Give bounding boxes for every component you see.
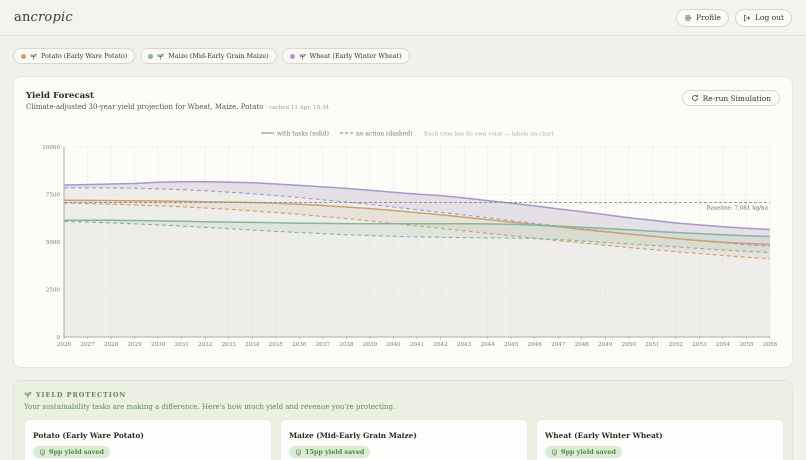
x-tick-label: 2041 (410, 342, 424, 348)
crop-chip-label: Potato (Early Ware Potato) (41, 52, 128, 60)
x-tick-label: 2046 (528, 342, 543, 348)
refresh-icon (691, 95, 698, 101)
legend-solid-label: with tasks (solid) (277, 131, 329, 138)
x-tick-label: 2043 (457, 342, 472, 348)
x-tick-label: 2038 (339, 342, 354, 348)
x-tick-label: 2044 (480, 342, 495, 348)
legend-note: Each crop has its own color — labels on … (424, 132, 555, 138)
forecast-title: Yield Forecast (26, 91, 94, 101)
crop-chip-wheat[interactable]: Wheat (Early Winter Wheat) (281, 48, 410, 64)
color-dot (148, 53, 154, 59)
yield-saved-badge: 15pp yield saved (289, 446, 371, 458)
shield-check-icon (552, 448, 557, 456)
protection-subtitle: Your sustainability tasks are making a d… (24, 403, 396, 411)
color-dot (289, 53, 295, 59)
x-tick-label: 2048 (575, 342, 590, 348)
crop-chip-label: Maize (Mid-Early Grain Maize) (168, 52, 269, 60)
top-bar: ancropic Profile Log out (0, 0, 806, 36)
logout-button[interactable]: Log out (734, 8, 792, 27)
x-tick-label: 2031 (175, 342, 189, 348)
baseline-label: Baseline: 7,081 kg/ha (707, 205, 769, 211)
x-tick-label: 2029 (127, 342, 142, 348)
gear-icon (684, 14, 692, 21)
x-tick-label: 2036 (292, 342, 307, 348)
protection-title: YIELD PROTECTION (24, 391, 126, 399)
x-tick-label: 2049 (598, 342, 613, 348)
crop-chip-maize[interactable]: Maize (Mid-Early Grain Maize) (140, 48, 277, 64)
rerun-simulation-button[interactable]: Re-run Simulation (681, 90, 780, 106)
sprout-icon (30, 53, 37, 60)
x-tick-label: 2034 (245, 342, 260, 348)
x-tick-label: 2051 (645, 342, 659, 348)
protection-card-title: Wheat (Early Winter Wheat) (545, 431, 663, 440)
x-tick-label: 2030 (151, 342, 166, 348)
y-tick-label: 5000 (46, 240, 61, 246)
protection-card-maize[interactable]: Maize (Mid-Early Grain Maize) 15pp yield… (280, 419, 528, 460)
protection-card-title: Maize (Mid-Early Grain Maize) (289, 431, 417, 440)
x-tick-label: 2032 (198, 342, 213, 348)
y-tick-label: 10000 (42, 145, 60, 151)
yield-saved-badge: 9pp yield saved (33, 446, 110, 458)
series-line-potato-dashed (63, 202, 771, 260)
crop-chip-list: Potato (Early Ware Potato) Maize (Mid-Ea… (13, 48, 410, 64)
logout-label: Log out (754, 13, 784, 22)
x-tick-label: 2056 (763, 342, 778, 348)
app-logo[interactable]: ancropic (14, 10, 73, 25)
logout-icon (744, 14, 750, 21)
x-tick-label: 2055 (739, 342, 754, 348)
y-tick-label: 0 (56, 335, 60, 341)
x-tick-label: 2054 (716, 342, 731, 348)
x-tick-label: 2027 (80, 342, 95, 348)
series-line-maize-solid (64, 219, 771, 238)
shield-check-icon (296, 448, 301, 456)
chart-legend: with tasks (solid) no action (dashed) Ea… (261, 131, 555, 138)
plot-area: 0 2500 5000 7500 10000 2026 2027 2028 2029 2030 20… (42, 145, 777, 348)
series-line-potato-solid (63, 199, 771, 246)
sprout-icon (24, 392, 32, 399)
x-tick-label: 2052 (669, 342, 684, 348)
series-line-wheat-solid (63, 180, 771, 231)
x-tick-label: 2037 (316, 342, 331, 348)
yield-protection-section: YIELD PROTECTION Your sustainability tas… (13, 380, 793, 460)
x-tick-label: 2039 (363, 342, 378, 348)
sprout-icon (157, 53, 164, 60)
protection-card-wheat[interactable]: Wheat (Early Winter Wheat) 9pp yield sav… (536, 419, 784, 460)
cached-timestamp: · cached 11 Apr, 10:34 (265, 105, 330, 111)
yield-saved-badge: 9pp yield saved (545, 446, 622, 458)
y-tick-label: 7500 (46, 193, 61, 199)
protection-card-potato[interactable]: Potato (Early Ware Potato) 9pp yield sav… (24, 419, 272, 460)
x-tick-label: 2045 (504, 342, 519, 348)
yield-forecast-card: Yield Forecast Climate-adjusted 30-year … (13, 76, 793, 368)
crop-chip-potato[interactable]: Potato (Early Ware Potato) (13, 48, 136, 64)
forecast-subtitle: Climate-adjusted 30-year yield projectio… (26, 103, 330, 111)
yield-forecast-chart: with tasks (solid) no action (dashed) Ea… (42, 131, 777, 349)
x-tick-label: 2026 (57, 342, 72, 348)
legend-dashed-label: no action (dashed) (356, 131, 412, 138)
x-tick-label: 2028 (104, 342, 119, 348)
x-tick-label: 2035 (269, 342, 284, 348)
shield-check-icon (40, 448, 45, 456)
x-tick-label: 2050 (622, 342, 637, 348)
series-line-maize-dashed (63, 220, 771, 254)
x-tick-label: 2033 (222, 342, 237, 348)
profile-label: Profile (695, 13, 721, 22)
x-tick-label: 2042 (433, 342, 448, 348)
crop-chip-label: Wheat (Early Winter Wheat) (309, 52, 402, 60)
profile-button[interactable]: Profile (675, 8, 729, 27)
x-tick-label: 2053 (692, 342, 707, 348)
band-potato (64, 200, 770, 259)
y-tick-label: 2500 (46, 288, 61, 294)
x-tick-label: 2047 (551, 342, 566, 348)
rerun-label: Re-run Simulation (702, 93, 771, 103)
sprout-icon (299, 53, 306, 60)
color-dot (21, 53, 26, 59)
protection-card-title: Potato (Early Ware Potato) (33, 431, 144, 440)
x-tick-label: 2040 (386, 342, 401, 348)
